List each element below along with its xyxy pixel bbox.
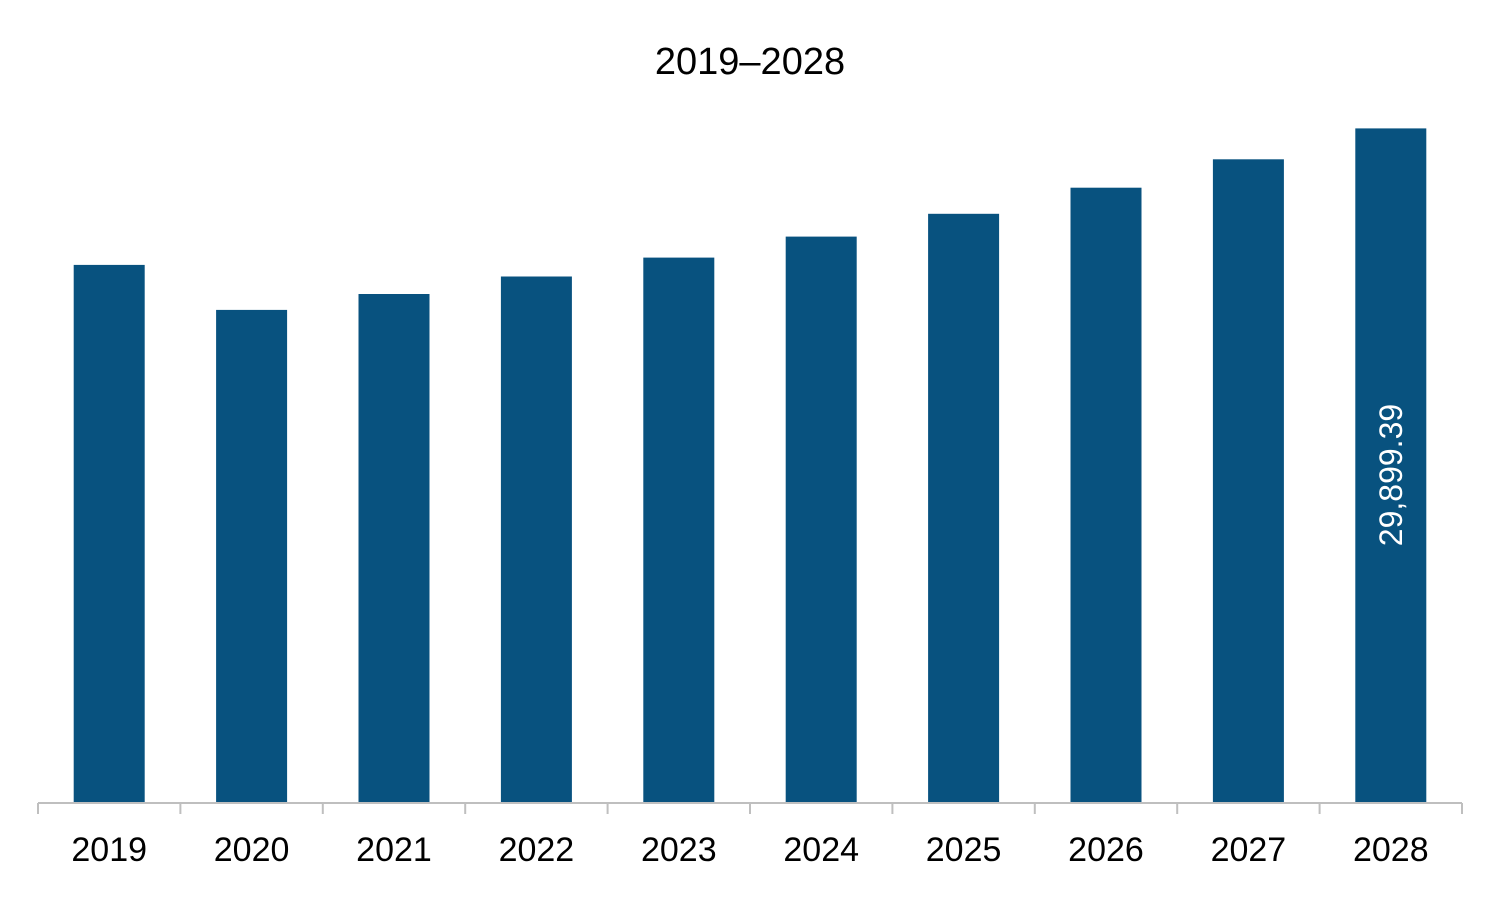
- x-tick-label-2026: 2026: [1068, 831, 1144, 869]
- x-tick-label-2028: 2028: [1353, 831, 1429, 869]
- bars-group: [73, 128, 1427, 804]
- bar-2027: [1212, 159, 1284, 804]
- x-tick-label-2027: 2027: [1211, 831, 1287, 869]
- bar-2026: [1070, 187, 1142, 803]
- bar-2019: [73, 264, 145, 803]
- bar-2022: [500, 276, 572, 803]
- bar-2028: [1355, 128, 1427, 803]
- x-tick-label-2022: 2022: [499, 831, 575, 869]
- x-tick-labels: 2019 2020 2021 2022 2023 2024 2025 2026 2027 2028: [71, 831, 1428, 869]
- chart-title: 2019–2028: [655, 41, 845, 83]
- bar-2021: [358, 294, 430, 803]
- bar-2025: [928, 213, 1000, 804]
- x-tick-label-2025: 2025: [926, 831, 1002, 869]
- x-axis: [37, 802, 1463, 814]
- bar-2023: [643, 257, 715, 804]
- x-tick-label-2020: 2020: [214, 831, 290, 869]
- bar-2020: [216, 309, 288, 803]
- x-tick-label-2024: 2024: [783, 831, 859, 869]
- x-tick-label-2021: 2021: [356, 831, 432, 869]
- data-label-2028: 29,899.39: [1373, 404, 1409, 546]
- bar-2024: [785, 236, 857, 804]
- x-tick-label-2023: 2023: [641, 831, 717, 869]
- x-tick-label-2019: 2019: [71, 831, 147, 869]
- data-labels: 29,899.39: [1373, 404, 1409, 546]
